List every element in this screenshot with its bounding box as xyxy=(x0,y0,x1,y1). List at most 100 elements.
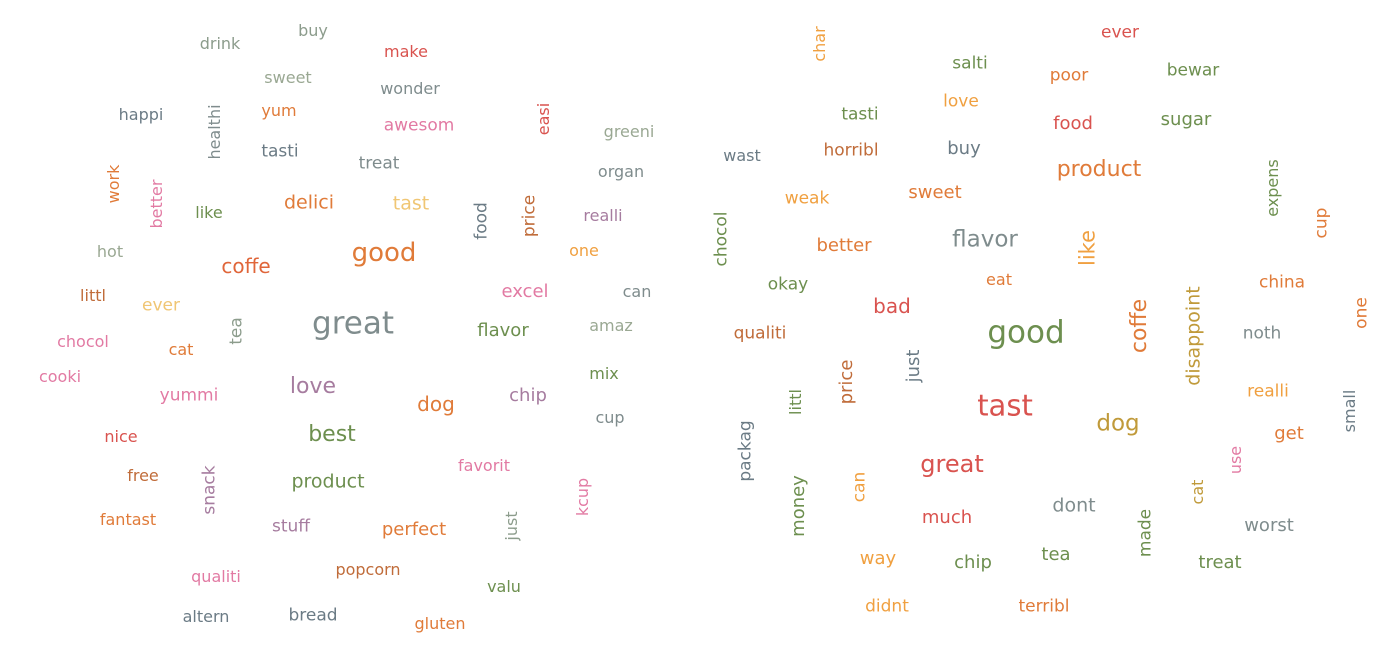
cloud-word: drink xyxy=(199,34,241,53)
cloud-word: healthi xyxy=(205,104,224,160)
cloud-word: weak xyxy=(784,188,830,209)
cloud-word: coffe xyxy=(221,254,271,278)
cloud-word: chocol xyxy=(57,332,109,351)
cloud-word: product xyxy=(291,470,365,493)
cloud-word: greeni xyxy=(603,122,655,141)
cloud-word: small xyxy=(1340,389,1359,433)
cloud-word: wast xyxy=(723,146,761,165)
cloud-word: littl xyxy=(80,286,106,305)
cloud-word: stuff xyxy=(271,516,311,537)
cloud-word: better xyxy=(816,235,872,256)
cloud-word: work xyxy=(104,164,123,204)
cloud-word: buy xyxy=(298,21,328,40)
cloud-word: can xyxy=(622,282,652,301)
cloud-word: best xyxy=(308,422,356,447)
cloud-word: excel xyxy=(501,281,549,302)
cloud-word: qualiti xyxy=(733,323,787,344)
cloud-word: price xyxy=(519,194,540,238)
cloud-word: realli xyxy=(583,206,623,225)
cloud-word: mix xyxy=(589,364,619,383)
cloud-word: use xyxy=(1226,445,1245,475)
cloud-word: chip xyxy=(509,385,547,406)
cloud-word: one xyxy=(569,241,599,260)
cloud-word: altern xyxy=(182,607,230,626)
cloud-word: one xyxy=(1351,297,1372,329)
cloud-word: sweet xyxy=(264,68,312,87)
cloud-word: noth xyxy=(1242,323,1282,344)
cloud-word: tast xyxy=(392,192,430,215)
cloud-word: valu xyxy=(487,577,521,596)
cloud-word: terribl xyxy=(1018,596,1070,617)
cloud-word: bewar xyxy=(1166,60,1220,81)
cloud-word: eat xyxy=(986,270,1012,289)
cloud-word: buy xyxy=(947,138,981,159)
cloud-word: cup xyxy=(595,408,625,427)
cloud-word: ever xyxy=(142,295,180,316)
cloud-word: cooki xyxy=(38,367,82,386)
cloud-word: food xyxy=(1053,113,1093,134)
cloud-word: made xyxy=(1135,508,1156,558)
cloud-word: product xyxy=(1056,157,1142,182)
cloud-word: china xyxy=(1258,272,1306,293)
cloud-word: like xyxy=(1075,229,1100,267)
cloud-word: worst xyxy=(1244,515,1294,536)
cloud-word: dog xyxy=(1096,410,1140,437)
cloud-word: organ xyxy=(597,162,645,181)
cloud-word: chocol xyxy=(711,211,732,267)
cloud-word: wonder xyxy=(380,79,440,98)
cloud-word: kcup xyxy=(573,477,592,517)
cloud-word: ever xyxy=(1101,22,1139,43)
cloud-word: expens xyxy=(1263,159,1282,217)
cloud-word: just xyxy=(502,511,521,541)
cloud-word: just xyxy=(903,349,924,383)
cloud-word: like xyxy=(195,203,223,222)
cloud-word: cat xyxy=(1188,479,1207,505)
cloud-word: tasti xyxy=(841,104,879,125)
cloud-word: yum xyxy=(261,101,297,120)
cloud-word: popcorn xyxy=(335,560,401,579)
cloud-word: treat xyxy=(1198,552,1242,573)
cloud-word: make xyxy=(384,42,428,61)
cloud-word: much xyxy=(921,507,973,528)
cloud-word: cup xyxy=(1311,207,1332,239)
cloud-word: favorit xyxy=(458,456,510,475)
cloud-word: easi xyxy=(534,102,553,136)
cloud-word: tasti xyxy=(261,141,299,162)
cloud-word: flavor xyxy=(477,320,529,341)
cloud-word: salti xyxy=(952,53,988,74)
cloud-word: delici xyxy=(283,191,335,214)
cloud-word: awesom xyxy=(383,115,455,136)
cloud-word: disappoint xyxy=(1182,286,1205,386)
cloud-word: good xyxy=(351,238,417,268)
word-cloud-left: drink buy make sweet wonder happi healthi yum aw… xyxy=(38,21,655,632)
cloud-word: amaz xyxy=(589,316,633,335)
cloud-word: didnt xyxy=(865,596,909,617)
cloud-word: tast xyxy=(977,388,1033,423)
cloud-word: dog xyxy=(417,392,455,416)
cloud-word: way xyxy=(859,548,897,569)
cloud-word: love xyxy=(943,91,979,112)
cloud-word: great xyxy=(312,305,394,342)
cloud-word: better xyxy=(147,179,166,229)
cloud-word: chip xyxy=(954,552,992,573)
word-cloud-right: char ever salti poor bewar love tasti food sugar… xyxy=(700,0,1400,660)
cloud-word: flavor xyxy=(952,226,1018,253)
cloud-word: snack xyxy=(199,465,220,515)
cloud-word: free xyxy=(127,466,159,485)
cloud-word: fantast xyxy=(99,510,157,529)
cloud-word: money xyxy=(788,475,809,537)
cloud-word: coffe xyxy=(1127,298,1152,354)
cloud-word: char xyxy=(810,26,829,62)
cloud-word: littl xyxy=(786,389,805,415)
cloud-word: love xyxy=(289,374,337,399)
cloud-word: packag xyxy=(735,420,756,482)
cloud-word: okay xyxy=(767,274,809,295)
cloud-word: cat xyxy=(168,340,194,359)
cloud-word: tea xyxy=(1041,544,1071,565)
cloud-word: treat xyxy=(358,153,400,174)
cloud-word: sugar xyxy=(1160,109,1212,130)
cloud-word: qualiti xyxy=(191,567,241,586)
cloud-word: dont xyxy=(1052,494,1096,517)
cloud-word: food xyxy=(471,202,492,240)
cloud-word: yummi xyxy=(159,385,219,406)
